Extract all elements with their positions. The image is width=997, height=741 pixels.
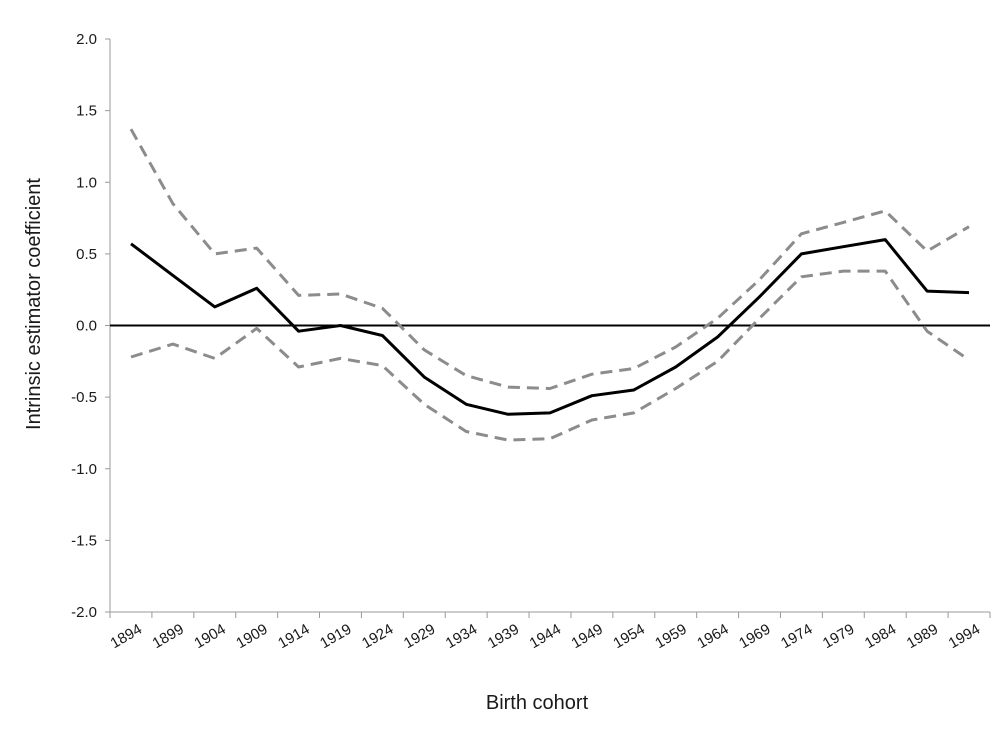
y-tick-label: -0.5 [71,389,97,406]
y-tick-label: 0.0 [76,318,97,335]
y-axis-title: Intrinsic estimator coefficient [23,178,45,430]
x-tick-label: 1894 [108,621,145,652]
series-line-lower-bound [130,269,970,442]
x-tick-label: 1914 [275,621,312,652]
x-tick-label: 1904 [191,621,228,652]
x-tick-label: 1934 [443,621,480,652]
y-tick-label: 1.0 [76,174,97,191]
y-tick-label: -1.0 [71,461,97,478]
series-line-estimate [130,238,970,416]
x-tick-label: 1964 [694,621,731,652]
y-tick-label: 1.5 [76,103,97,120]
x-tick-label: 1989 [904,621,941,652]
x-tick-label: 1979 [820,621,857,652]
y-tick-label: -1.5 [71,532,97,549]
x-tick-label: 1944 [527,621,564,652]
y-tick-label: 2.0 [76,31,97,48]
x-tick-label: 1924 [359,621,396,652]
x-tick-label: 1939 [485,621,522,652]
x-tick-label: 1919 [317,621,354,652]
x-axis: 1894 1899 1904 1909 1914 1919 1924 1929 1934 1939… [108,611,991,652]
x-tick-label: 1959 [652,621,689,652]
x-tick-label: 1899 [149,621,186,652]
x-tick-label: 1994 [946,621,983,652]
x-tick-label: 1969 [736,621,773,652]
y-axis: -2.0 -1.5 -1.0 -0.5 0.0 0.5 1.0 1.5 2.0 [71,31,111,621]
y-tick-label: 0.5 [76,246,97,263]
series-layer [110,128,990,442]
x-axis-title: Birth cohort [486,692,589,714]
x-tick-label: 1949 [569,621,606,652]
x-tick-label: 1954 [610,621,647,652]
series-line-upper-bound [129,128,970,390]
x-tick-label: 1929 [401,621,438,652]
x-tick-label: 1974 [778,621,815,652]
x-tick-label: 1984 [862,621,899,652]
y-tick-label: -2.0 [71,604,97,621]
x-tick-label: 1909 [233,621,270,652]
